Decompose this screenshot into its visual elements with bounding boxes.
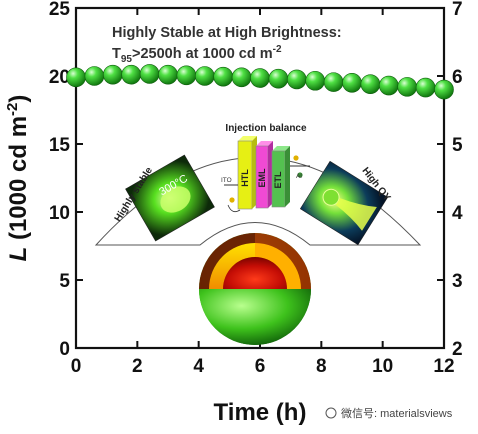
al-label: Al xyxy=(296,173,302,180)
y2-tick-label: 3 xyxy=(452,271,463,292)
data-point xyxy=(434,79,454,100)
chart-annotation-line1: Highly Stable at High Brightness: xyxy=(112,25,342,41)
data-point xyxy=(231,67,252,88)
data-point xyxy=(66,67,86,88)
watermark-text: 微信号: materialsviews xyxy=(341,406,453,420)
watermark: 微信号: materialsviews xyxy=(325,406,453,420)
y-tick-label: 10 xyxy=(49,203,70,224)
eml-label: EML xyxy=(257,168,267,188)
data-point xyxy=(268,68,289,89)
y-axis-title-exponent: -2 xyxy=(4,103,21,116)
data-point xyxy=(286,69,307,90)
injection-balance-label: Injection balance xyxy=(225,123,307,134)
x-tick-label: 6 xyxy=(255,356,266,377)
htl-label: HTL xyxy=(240,169,250,187)
data-point xyxy=(103,64,123,85)
quantum-dot-sphere xyxy=(199,233,311,345)
data-point xyxy=(378,75,399,96)
data-point xyxy=(415,77,436,98)
high-qy-photo xyxy=(299,160,389,246)
x-tick-label: 0 xyxy=(71,356,82,377)
t95-symbol: T xyxy=(112,46,121,62)
t95-exponent: -2 xyxy=(273,44,282,55)
data-point xyxy=(323,72,344,92)
y2-tick-label: 4 xyxy=(452,203,463,224)
data-point xyxy=(305,70,326,91)
ito-label: ITO xyxy=(221,177,232,184)
y-axis-title: L (1000 cd m-2) xyxy=(4,95,32,262)
y2-tick-label: 2 xyxy=(452,339,463,360)
data-point xyxy=(213,66,233,87)
data-point xyxy=(84,66,105,86)
y-axis-ticks: 0 5 10 15 20 25 xyxy=(49,0,83,360)
etl-label: ETL xyxy=(273,171,283,189)
data-point xyxy=(342,73,362,93)
chart-annotation-line2: T95>2500h at 1000 cd m-2 xyxy=(112,44,282,65)
data-point xyxy=(250,68,270,88)
data-point xyxy=(139,64,160,84)
y-tick-label: 20 xyxy=(49,67,70,88)
data-series xyxy=(66,64,454,100)
x-tick-label: 12 xyxy=(433,356,454,377)
y-tick-label: 0 xyxy=(59,339,70,360)
x-tick-label: 2 xyxy=(132,356,143,377)
y-axis-title-unit: (1000 cd m xyxy=(5,116,32,247)
y2-axis-ticks: 2 3 4 5 6 7 xyxy=(437,0,463,360)
y2-tick-label: 5 xyxy=(452,135,463,156)
x-tick-label: 8 xyxy=(316,356,327,377)
inset-illustration: HTL EML ETL ITO Al Injection balance 300… xyxy=(94,123,422,345)
device-stack: HTL EML ETL ITO Al xyxy=(221,136,310,213)
data-point xyxy=(360,74,381,94)
x-axis-ticks: 0 2 4 6 8 10 12 xyxy=(71,8,455,377)
data-point xyxy=(176,65,197,86)
t95-subscript: 95 xyxy=(121,54,133,65)
data-point xyxy=(397,77,418,97)
y2-tick-label: 6 xyxy=(452,67,463,88)
stable-photo: 300°C xyxy=(125,154,215,242)
x-axis-title: Time (h) xyxy=(214,399,307,426)
x-tick-label: 10 xyxy=(372,356,393,377)
y-axis-title-close: ) xyxy=(5,95,32,103)
y-tick-label: 25 xyxy=(49,0,71,20)
data-point xyxy=(121,64,141,85)
y-axis-title-symbol: L xyxy=(5,247,32,262)
data-point xyxy=(158,64,178,85)
wechat-icon xyxy=(325,407,337,419)
t95-text: >2500h at 1000 cd m xyxy=(132,46,273,62)
y2-tick-label: 7 xyxy=(452,0,463,20)
x-tick-label: 4 xyxy=(193,356,204,377)
y-tick-label: 15 xyxy=(49,135,71,156)
y-tick-label: 5 xyxy=(59,271,70,292)
data-point xyxy=(195,66,215,86)
